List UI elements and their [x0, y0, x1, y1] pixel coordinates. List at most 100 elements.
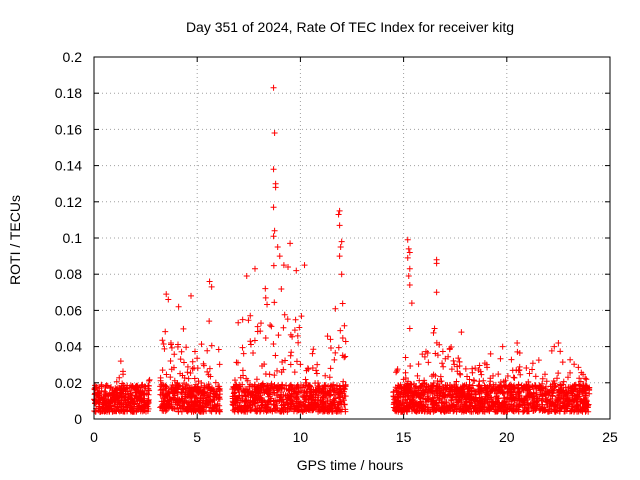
- data-point: [455, 355, 462, 362]
- data-point: [161, 345, 168, 352]
- y-tick-label: 0.18: [55, 85, 82, 101]
- data-point: [258, 395, 265, 402]
- data-point: [419, 351, 426, 358]
- x-tick-label: 20: [499, 429, 515, 445]
- data-point: [102, 383, 109, 390]
- data-point: [487, 375, 494, 382]
- data-point: [395, 398, 402, 405]
- data-point: [393, 369, 400, 376]
- data-point: [191, 375, 198, 382]
- data-point: [409, 391, 416, 398]
- data-point: [198, 384, 205, 391]
- data-point: [431, 403, 438, 410]
- data-point: [262, 294, 269, 301]
- data-point: [256, 386, 263, 393]
- data-point: [523, 365, 530, 372]
- data-point: [123, 401, 130, 408]
- data-point: [419, 380, 426, 387]
- data-point: [319, 399, 326, 406]
- data-point: [216, 408, 223, 415]
- data-point: [543, 401, 550, 408]
- data-point: [541, 407, 548, 414]
- data-point: [308, 399, 315, 406]
- data-point: [475, 366, 482, 373]
- data-point: [160, 398, 167, 405]
- data-point: [583, 376, 590, 383]
- y-tick-label: 0.1: [63, 230, 83, 246]
- data-point: [586, 385, 593, 392]
- data-point: [427, 408, 434, 415]
- data-point: [557, 395, 564, 402]
- data-point: [487, 350, 494, 357]
- data-point: [193, 401, 200, 408]
- x-tick-label: 0: [90, 429, 98, 445]
- data-point: [430, 329, 437, 336]
- data-point: [409, 404, 416, 411]
- data-point: [579, 383, 586, 390]
- data-point: [415, 393, 422, 400]
- data-point: [262, 335, 269, 342]
- data-point: [321, 382, 328, 389]
- data-point: [476, 382, 483, 389]
- data-point: [199, 395, 206, 402]
- data-point: [456, 394, 463, 401]
- data-point: [157, 374, 164, 381]
- data-point: [434, 352, 441, 359]
- x-axis-ticks: 0 5 10 15 20 25: [90, 57, 618, 445]
- data-point: [292, 394, 299, 401]
- data-point: [499, 389, 506, 396]
- data-point: [498, 400, 505, 407]
- data-point: [485, 393, 492, 400]
- data-point: [414, 407, 421, 414]
- data-point: [438, 378, 445, 385]
- data-point: [511, 401, 518, 408]
- data-point: [280, 262, 287, 269]
- data-point: [299, 393, 306, 400]
- data-point: [330, 396, 337, 403]
- data-point: [443, 402, 450, 409]
- data-point: [331, 392, 338, 399]
- data-point: [394, 367, 401, 374]
- data-point: [198, 341, 205, 348]
- data-point: [187, 369, 194, 376]
- data-point: [394, 402, 401, 409]
- data-point: [128, 396, 135, 403]
- data-point: [96, 408, 103, 415]
- data-point: [341, 354, 348, 361]
- data-point: [262, 285, 269, 292]
- data-point: [159, 367, 166, 374]
- data-point: [407, 396, 414, 403]
- data-point: [266, 371, 273, 378]
- data-point: [145, 385, 152, 392]
- data-point: [495, 387, 502, 394]
- data-point: [160, 395, 167, 402]
- data-point: [287, 361, 294, 368]
- data-point: [492, 395, 499, 402]
- data-point: [406, 325, 413, 332]
- data-point: [257, 408, 264, 415]
- data-point: [247, 407, 254, 414]
- data-point: [466, 399, 473, 406]
- data-point: [309, 350, 316, 357]
- data-point: [416, 377, 423, 384]
- data-point: [324, 390, 331, 397]
- data-point: [486, 407, 493, 414]
- data-point: [117, 401, 124, 408]
- data-point: [187, 391, 194, 398]
- data-point: [109, 387, 116, 394]
- data-point: [458, 397, 465, 404]
- data-point: [446, 392, 453, 399]
- data-point: [254, 407, 261, 414]
- data-point: [139, 388, 146, 395]
- data-point: [115, 384, 122, 391]
- data-point: [414, 372, 421, 379]
- data-point: [141, 407, 148, 414]
- data-point: [276, 253, 283, 260]
- data-point: [115, 406, 122, 413]
- y-tick-label: 0.04: [55, 339, 82, 355]
- data-point: [313, 370, 320, 377]
- data-point: [94, 389, 101, 396]
- data-point: [184, 400, 191, 407]
- data-point: [470, 408, 477, 415]
- data-point: [513, 394, 520, 401]
